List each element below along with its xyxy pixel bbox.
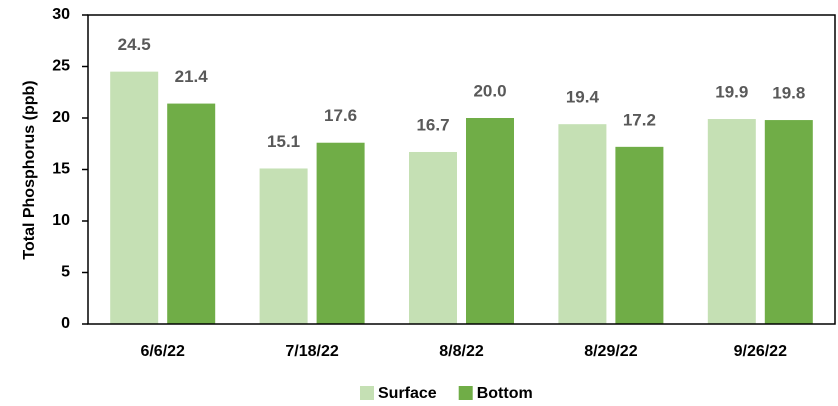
value-label: 19.8	[772, 84, 805, 103]
bar	[167, 103, 216, 324]
y-tick-label: 5	[61, 264, 70, 281]
bar	[615, 146, 664, 324]
legend-swatch	[360, 386, 374, 400]
x-tick-label: 8/8/22	[439, 343, 484, 360]
y-tick-label: 30	[52, 6, 70, 23]
x-tick-label: 7/18/22	[285, 343, 338, 360]
value-label: 16.7	[416, 115, 449, 134]
legend-label: Bottom	[477, 385, 533, 402]
value-label: 24.5	[118, 35, 151, 54]
y-axis-label: Total Phosphorus (ppb)	[21, 80, 38, 259]
x-tick-label: 9/26/22	[734, 343, 787, 360]
value-label: 20.0	[473, 81, 506, 100]
x-tick-label: 6/6/22	[140, 343, 185, 360]
bar	[707, 119, 756, 324]
value-label: 21.4	[175, 67, 209, 86]
y-tick-label: 10	[52, 212, 70, 229]
bar	[466, 118, 514, 324]
y-tick-label: 20	[52, 109, 70, 126]
bar	[316, 142, 365, 324]
value-label: 19.4	[566, 88, 600, 107]
value-label: 15.1	[267, 132, 300, 151]
x-tick-label: 8/29/22	[584, 343, 637, 360]
legend-swatch	[458, 386, 473, 400]
bar	[409, 151, 457, 324]
y-tick-label: 15	[52, 161, 70, 178]
bar	[764, 120, 813, 324]
y-tick-label: 25	[52, 58, 70, 75]
plot-frame	[87, 14, 836, 325]
bar	[259, 168, 308, 324]
y-tick-label: 0	[61, 315, 70, 332]
bar	[110, 71, 159, 325]
value-label: 17.6	[324, 106, 357, 125]
legend-label: Surface	[378, 385, 437, 402]
value-label: 17.2	[623, 110, 656, 129]
bar	[558, 124, 607, 325]
value-label: 19.9	[715, 83, 748, 102]
